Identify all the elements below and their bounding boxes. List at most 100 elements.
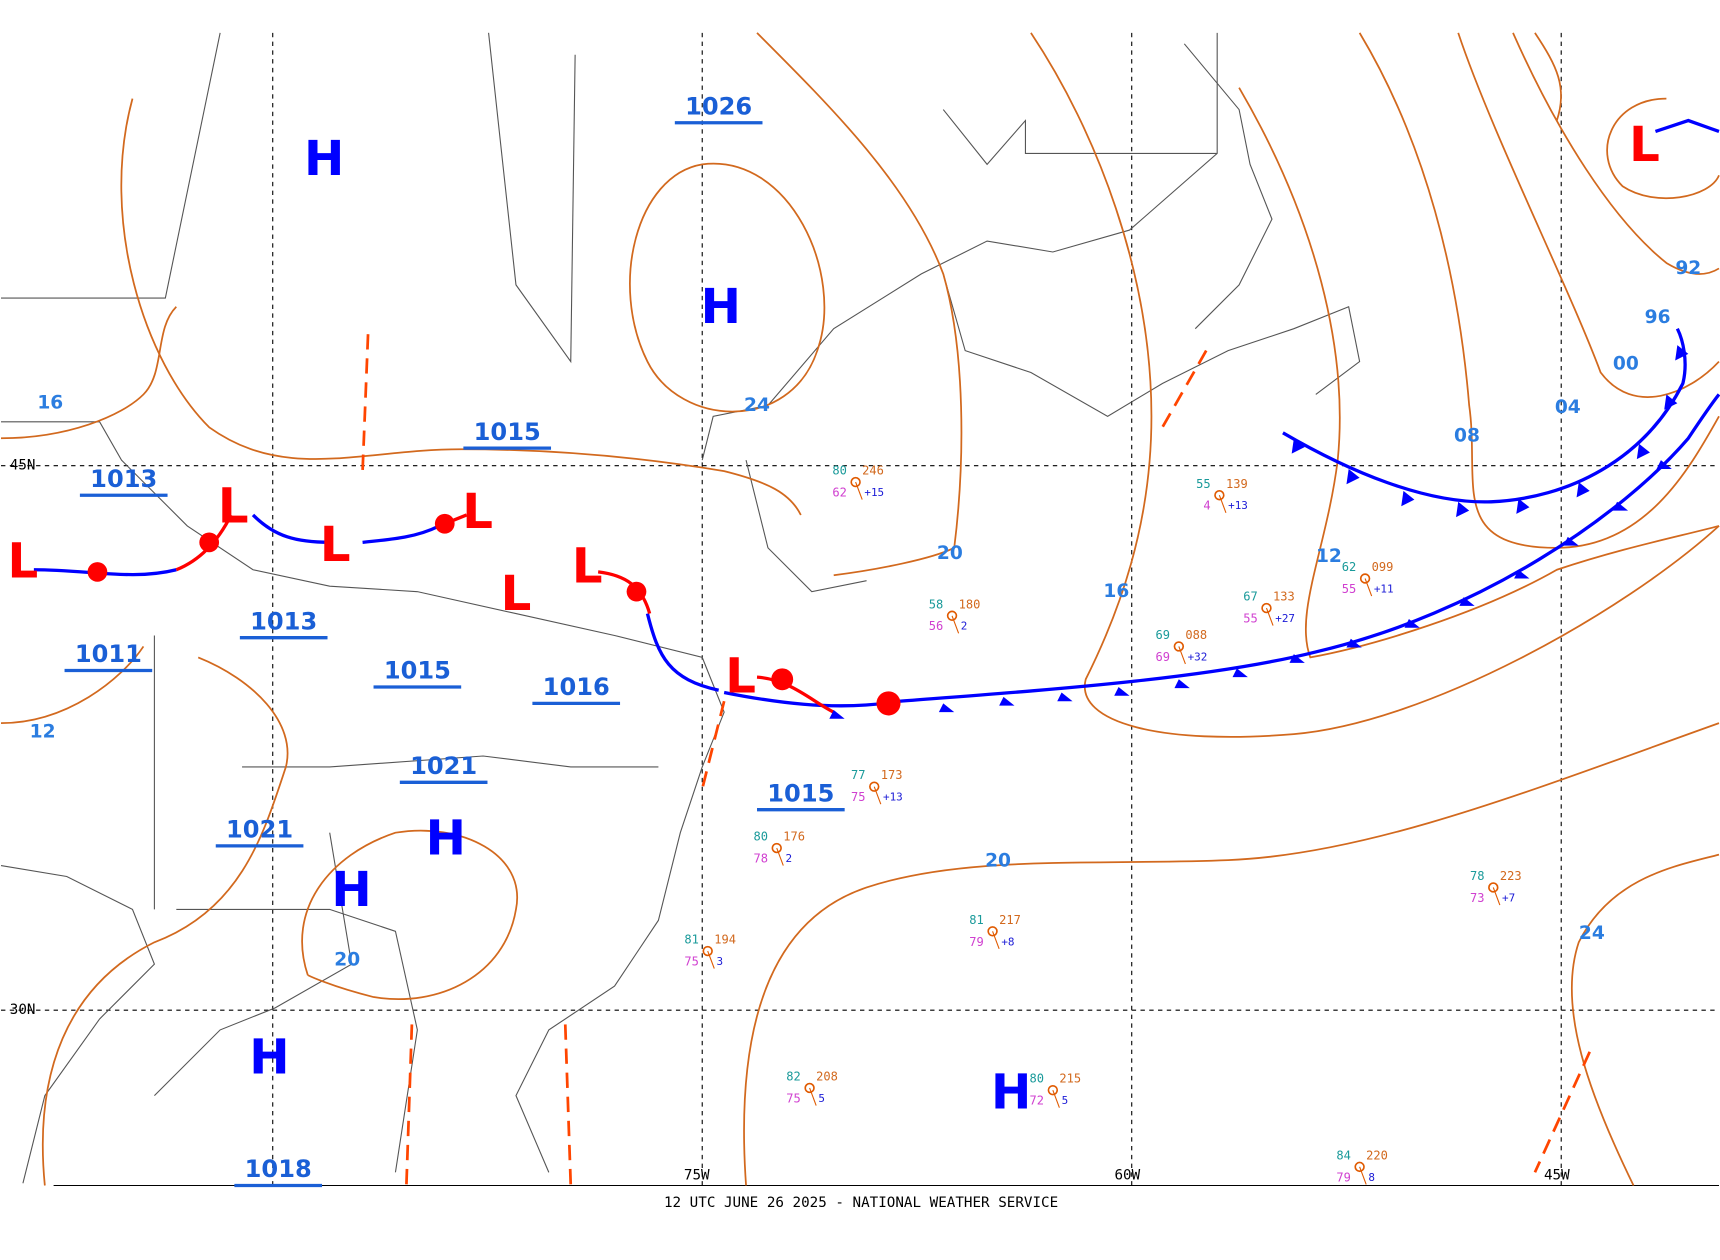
central-pressure: 1013 <box>90 465 157 493</box>
isobar <box>120 98 802 516</box>
wind-barb <box>855 481 863 500</box>
cold-front <box>723 393 1720 708</box>
isobar <box>1457 32 1720 398</box>
wind-barb <box>1359 1166 1367 1185</box>
wind-barb <box>1364 578 1373 597</box>
station-pressure: 088 <box>1185 628 1207 642</box>
station-marker <box>1488 882 1499 893</box>
station-marker <box>1047 1084 1059 1096</box>
station-tendency: 8 <box>1368 1171 1375 1184</box>
station-plot: 78 223 73 +7 <box>1470 869 1522 906</box>
central-pressure: 1013 <box>250 607 317 635</box>
grid-label: 30N <box>10 1002 36 1018</box>
station-plot: 58 180 56 2 <box>929 597 981 634</box>
station-pressure: 173 <box>881 768 903 782</box>
station-temp: 67 <box>1243 590 1258 604</box>
station-plot: 67 133 55 +27 <box>1243 590 1295 626</box>
wind-barb <box>951 615 960 634</box>
station-pressure: 180 <box>959 597 981 611</box>
station-tendency: +11 <box>1374 582 1394 595</box>
isobar <box>1570 853 1720 1186</box>
station-marker <box>1214 490 1225 501</box>
isobar-label: 04 <box>1555 397 1581 418</box>
station-plot: 55 139 4 +13 <box>1196 477 1248 513</box>
cold-front <box>33 513 441 577</box>
isobar <box>1606 97 1720 200</box>
station-plot: 84 220 79 8 <box>1336 1148 1388 1185</box>
station-temp: 81 <box>684 933 699 947</box>
trough <box>700 700 726 790</box>
station-tendency: 5 <box>1062 1094 1069 1107</box>
grid-label: 60W <box>1114 1168 1140 1184</box>
station-temp: 58 <box>929 597 944 611</box>
station-pressure: 220 <box>1366 1148 1388 1162</box>
station-dewpoint: 73 <box>1470 891 1485 905</box>
station-plot: 80 176 78 2 <box>753 830 805 866</box>
fronts <box>33 118 1720 719</box>
station-dewpoint: 75 <box>684 954 699 968</box>
cold-front <box>645 613 720 692</box>
station-dewpoint: 69 <box>1156 650 1171 664</box>
station-marker <box>804 1082 815 1094</box>
trough <box>405 1024 1591 1186</box>
station-tendency: +32 <box>1188 650 1208 663</box>
station-pressure: 215 <box>1059 1072 1081 1086</box>
station-temp: 82 <box>786 1070 801 1084</box>
isobar <box>1 645 289 1186</box>
station-dewpoint: 55 <box>1243 612 1258 626</box>
station-dewpoint: 79 <box>1336 1170 1351 1184</box>
isobar-label: 08 <box>1454 426 1480 447</box>
high-center: H <box>991 1065 1031 1121</box>
isobar-label: 12 <box>30 721 56 742</box>
grid-label: 45N <box>10 458 36 474</box>
station-pressure: 133 <box>1273 590 1295 604</box>
central-pressure: 1021 <box>410 752 477 780</box>
low-center: L <box>572 539 603 595</box>
central-pressure: 1015 <box>474 418 541 446</box>
station-plot: 77 173 75 +13 <box>851 768 903 805</box>
occluded-front <box>1654 118 1720 134</box>
wind-barb <box>809 1087 817 1106</box>
wind-barb <box>1218 495 1227 513</box>
station-temp: 80 <box>1030 1072 1045 1086</box>
station-marker <box>702 945 713 957</box>
station-tendency: +27 <box>1275 612 1295 625</box>
station-temp: 84 <box>1336 1148 1351 1162</box>
isobar-label: 96 <box>1645 307 1671 328</box>
grid-label: 75W <box>684 1168 710 1184</box>
isobar-label: 16 <box>1103 581 1129 602</box>
central-pressure: 1015 <box>767 779 834 807</box>
station-dewpoint: 75 <box>786 1091 801 1105</box>
station-temp: 69 <box>1156 628 1171 642</box>
station-dewpoint: 79 <box>969 935 984 949</box>
isobar-label: 20 <box>937 543 963 564</box>
isobar <box>1512 32 1720 275</box>
station-tendency: +15 <box>864 486 884 499</box>
station-marker <box>771 842 782 854</box>
station-dewpoint: 56 <box>929 619 944 633</box>
central-pressure: 1026 <box>685 92 752 120</box>
bump <box>626 581 647 602</box>
high-center: H <box>249 1030 289 1086</box>
high-center: H <box>701 279 741 335</box>
central-pressure: 1016 <box>543 673 610 701</box>
station-pressure: 208 <box>816 1070 838 1084</box>
high-center: H <box>331 862 371 918</box>
station-marker <box>1173 641 1185 652</box>
high-center: H <box>426 810 466 866</box>
wind-barb <box>707 950 715 969</box>
station-pressure: 223 <box>1500 869 1522 883</box>
bump <box>434 513 455 534</box>
low-center: L <box>8 533 39 589</box>
map-frame <box>1 32 1719 1187</box>
low-center: L <box>1629 117 1660 173</box>
station-pressure: 246 <box>862 464 884 478</box>
station-temp: 81 <box>969 913 984 927</box>
station-marker <box>946 610 958 621</box>
station-marker <box>1261 602 1272 614</box>
station-marker <box>987 926 998 937</box>
station-temp: 78 <box>1470 869 1485 883</box>
isobar <box>1238 87 1720 659</box>
station-dewpoint: 75 <box>851 790 866 804</box>
